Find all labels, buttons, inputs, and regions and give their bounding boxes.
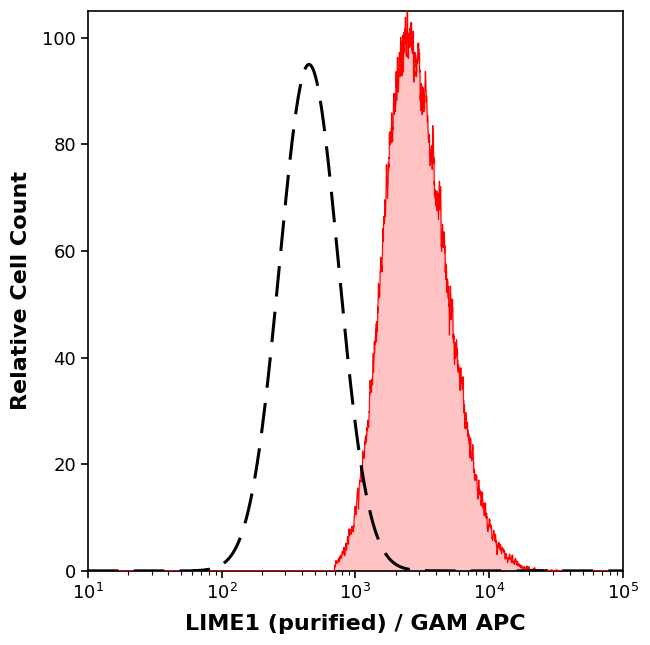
X-axis label: LIME1 (purified) / GAM APC: LIME1 (purified) / GAM APC	[185, 614, 526, 634]
Y-axis label: Relative Cell Count: Relative Cell Count	[11, 172, 31, 410]
